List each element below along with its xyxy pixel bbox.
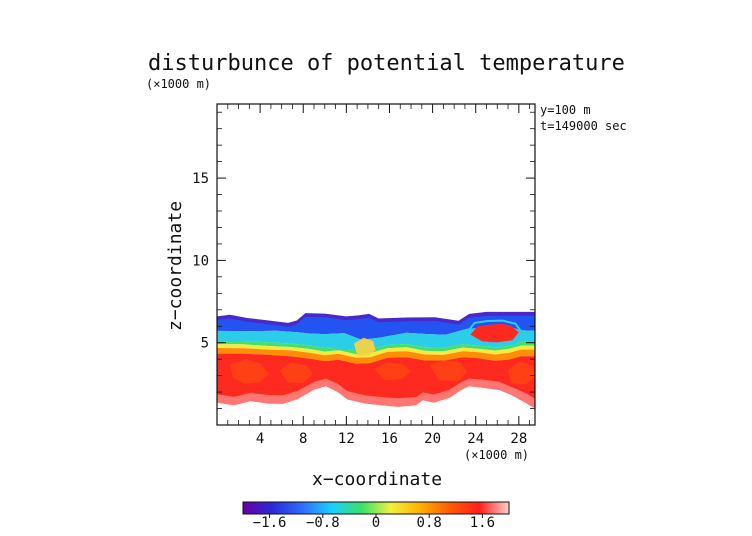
plot-group: 4 8 12 16 20 24 28 5 10 15 <box>192 103 536 447</box>
y-tick-label-3: 15 <box>192 171 209 187</box>
purple-top-edge <box>217 311 535 327</box>
orange-warm-patch-2 <box>279 362 313 383</box>
info-line-y: y=100 m <box>540 103 591 117</box>
orange-warm-patch-4 <box>429 360 468 382</box>
colorbar-tick-label-3: 0 <box>372 515 380 531</box>
colorbar-tick-label-4: 0.8 <box>417 515 442 531</box>
orange-warm-patch-5 <box>508 361 535 385</box>
right-bulge-edge <box>464 319 524 347</box>
green-band <box>217 341 535 355</box>
orange-band <box>217 348 535 364</box>
x-tick-label-3: 12 <box>338 431 355 447</box>
x-tick-label-4: 16 <box>381 431 398 447</box>
chart-title: disturbunce of potential temperature <box>148 51 625 76</box>
right-red-bulge <box>470 323 519 343</box>
yellow-band <box>217 344 535 358</box>
plot-frame <box>216 103 536 426</box>
x-tick-label-7: 28 <box>510 431 527 447</box>
x-axis-unit-label: (×1000 m) <box>464 448 529 462</box>
blue-upper-band <box>217 312 535 340</box>
colorbar-tick-label-5: 1.6 <box>470 515 495 531</box>
temperature-field-group <box>217 311 535 425</box>
info-line-time: t=149000 sec <box>540 119 627 133</box>
colorbar-tick-label-2: −0.8 <box>306 515 340 531</box>
x-tick-label-2: 8 <box>299 431 307 447</box>
cyan-left-lobe <box>328 333 353 351</box>
colorbar-group: −1.6 −0.8 0 0.8 1.6 <box>242 501 510 531</box>
x-axis-label: x−coordinate <box>312 469 442 490</box>
y-tick-label-2: 10 <box>192 253 209 269</box>
x-tick-label-1: 4 <box>256 431 264 447</box>
x-tick-label-6: 24 <box>467 431 484 447</box>
colorbar <box>242 501 510 515</box>
orange-warm-patch-3 <box>374 362 411 381</box>
white-lower-region <box>217 386 535 425</box>
pink-transition-strip <box>217 378 535 409</box>
yellow-center-lobe <box>353 337 376 356</box>
x-tick-label-5: 20 <box>424 431 441 447</box>
y-tick-label-1: 5 <box>201 336 209 352</box>
y-axis-label: z−coordinate <box>165 201 186 331</box>
orange-warm-patch-1 <box>229 359 269 384</box>
cyan-band <box>217 327 535 351</box>
title-unit-label: (×1000 m) <box>146 77 211 91</box>
colorbar-tick-label-1: −1.6 <box>253 515 287 531</box>
